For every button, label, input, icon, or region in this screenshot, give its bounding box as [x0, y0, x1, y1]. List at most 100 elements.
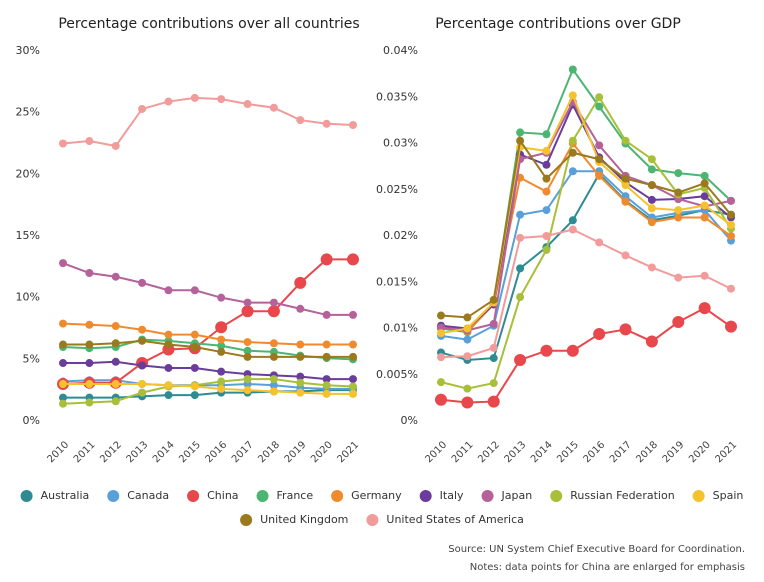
- data-point: [516, 233, 525, 242]
- data-point: [243, 298, 252, 307]
- chart-title: Percentage contributions over all countr…: [58, 16, 359, 32]
- legend-item: Spain: [692, 489, 743, 502]
- data-point: [138, 388, 147, 397]
- data-point: [463, 335, 472, 344]
- x-tick-label: 2016: [204, 439, 230, 465]
- data-point: [241, 305, 254, 318]
- data-point: [267, 305, 280, 318]
- legend-item: United Kingdom: [240, 513, 348, 526]
- x-tick-label: 2020: [309, 439, 335, 465]
- legend-item: Russian Federation: [550, 489, 675, 502]
- data-point: [595, 155, 604, 164]
- x-tick-label: 2017: [608, 439, 634, 465]
- y-tick-label: 0.04%: [383, 44, 418, 57]
- data-point: [700, 192, 709, 201]
- data-point: [85, 398, 94, 407]
- legend-marker: [550, 490, 563, 502]
- data-point: [217, 367, 226, 376]
- data-point: [645, 335, 658, 348]
- data-point: [243, 100, 252, 109]
- data-point: [647, 204, 656, 213]
- data-point: [349, 375, 357, 384]
- y-tick-label: 10%: [16, 291, 40, 304]
- data-point: [296, 116, 305, 125]
- legend-label: Germany: [351, 489, 402, 502]
- series: [437, 136, 735, 322]
- legend-label: Japan: [501, 489, 533, 502]
- data-point: [595, 238, 604, 247]
- data-point: [674, 213, 683, 222]
- legend-label: Russian Federation: [570, 489, 674, 502]
- x-tick-label: 2010: [423, 439, 449, 465]
- data-point: [349, 352, 357, 361]
- data-point: [320, 253, 333, 266]
- data-point: [296, 378, 305, 387]
- y-tick-label: 0%: [23, 414, 40, 427]
- data-point: [542, 160, 551, 169]
- y-tick-label: 25%: [16, 106, 40, 119]
- data-point: [269, 375, 278, 384]
- legend-marker: [20, 490, 33, 502]
- data-point: [269, 339, 278, 348]
- data-point: [461, 396, 474, 409]
- series: [435, 302, 737, 409]
- data-point: [322, 375, 331, 384]
- data-point: [85, 269, 94, 277]
- data-point: [700, 179, 709, 188]
- legend-marker: [419, 490, 432, 502]
- series: [59, 380, 357, 398]
- data-point: [647, 195, 656, 204]
- data-point: [542, 130, 551, 139]
- data-point: [349, 382, 357, 391]
- data-point: [111, 272, 120, 281]
- data-point: [59, 340, 67, 349]
- data-point: [700, 213, 709, 222]
- legend-item: Germany: [331, 489, 402, 502]
- data-point: [347, 253, 359, 266]
- legend-marker: [240, 514, 253, 526]
- x-tick-label: 2015: [555, 439, 581, 465]
- note: Notes: data points for China are enlarge…: [470, 562, 745, 573]
- data-point: [138, 380, 147, 388]
- data-point: [568, 136, 577, 145]
- series-line: [440, 138, 732, 319]
- legend-item: Italy: [419, 489, 464, 502]
- data-point: [190, 363, 199, 372]
- data-point: [595, 171, 604, 180]
- data-point: [540, 344, 553, 357]
- data-point: [296, 352, 305, 361]
- data-point: [59, 359, 67, 368]
- data-point: [463, 313, 472, 322]
- data-point: [269, 387, 278, 396]
- data-point: [621, 192, 630, 201]
- legend-item: United States of America: [366, 513, 524, 526]
- x-tick-label: 2021: [713, 439, 739, 465]
- data-point: [619, 323, 632, 336]
- chart-title: Percentage contributions over GDP: [435, 16, 681, 32]
- legend-item: China: [187, 489, 239, 502]
- series: [437, 65, 735, 337]
- data-point: [190, 343, 199, 351]
- data-point: [85, 380, 94, 388]
- series: [437, 97, 735, 335]
- data-point: [700, 171, 709, 180]
- data-point: [296, 340, 305, 349]
- series-line: [62, 322, 353, 346]
- data-point: [647, 165, 656, 174]
- data-point: [190, 382, 199, 391]
- data-point: [138, 325, 147, 334]
- x-tick-label: 2016: [582, 439, 608, 465]
- data-point: [516, 136, 525, 145]
- x-tick-label: 2021: [335, 439, 361, 465]
- data-point: [296, 304, 305, 313]
- legend-label: Italy: [440, 489, 464, 502]
- legend-label: Canada: [127, 489, 169, 502]
- data-point: [190, 330, 199, 339]
- data-point: [727, 232, 735, 240]
- data-point: [59, 259, 67, 268]
- series-line: [440, 92, 732, 335]
- legend-item: France: [256, 489, 313, 502]
- series: [59, 357, 357, 384]
- y-tick-label: 0.02%: [383, 229, 418, 242]
- data-point: [269, 298, 278, 307]
